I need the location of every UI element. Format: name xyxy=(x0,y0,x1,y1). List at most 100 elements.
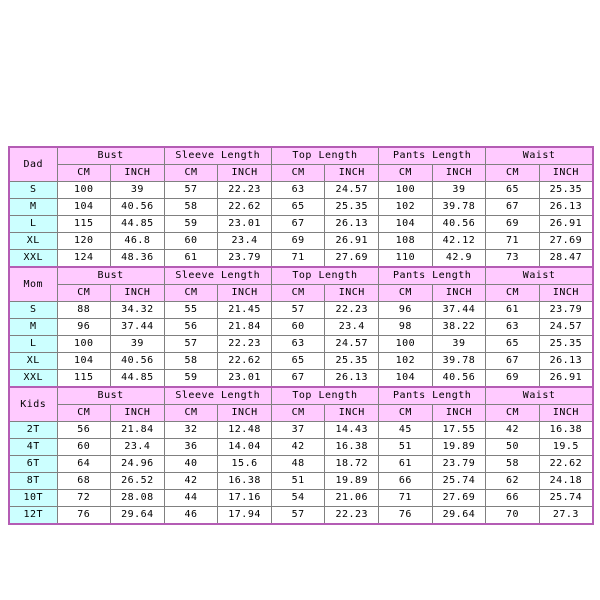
measurement-value: 23.79 xyxy=(217,249,272,268)
measurement-value: 25.35 xyxy=(324,352,380,370)
table-row: XL 120 46.8 60 23.4 69 26.91 108 42.12 71 27.69 xyxy=(8,232,594,250)
measurement-value: 65 xyxy=(270,352,326,370)
measure-group-header-pants-length: Pants Length xyxy=(378,386,487,405)
measurement-value: 36 xyxy=(163,438,219,456)
measurement-value: 104 xyxy=(56,198,112,216)
measurement-value: 18.72 xyxy=(324,455,380,473)
table-row: XXL 124 48.36 61 23.79 71 27.69 110 42.9 73 28.47 xyxy=(8,249,594,268)
measurement-value: 39.78 xyxy=(431,352,487,370)
measure-group-header-bust: Bust xyxy=(56,266,165,285)
measurement-value: 44.85 xyxy=(110,215,165,233)
unit-header-cm: CM xyxy=(485,404,540,422)
measurement-value: 100 xyxy=(56,335,112,353)
measurement-value: 24.96 xyxy=(110,455,165,473)
measurement-value: 22.23 xyxy=(217,335,272,353)
measurement-value: 51 xyxy=(270,472,326,490)
measurement-value: 100 xyxy=(378,181,433,199)
size-label-kids-4t: 4T xyxy=(8,438,58,456)
measurement-value: 27.69 xyxy=(324,249,380,268)
measurement-value: 67 xyxy=(270,215,326,233)
measurement-value: 23.01 xyxy=(217,215,272,233)
measure-group-header-pants-length: Pants Length xyxy=(378,146,487,165)
measurement-value: 57 xyxy=(270,301,326,319)
size-label-kids-8t: 8T xyxy=(8,472,58,490)
measure-group-header-bust: Bust xyxy=(56,386,165,405)
measurement-value: 21.06 xyxy=(324,489,380,507)
measurement-value: 65 xyxy=(485,181,540,199)
table-row: S 100 39 57 22.23 63 24.57 100 39 65 25.35 xyxy=(8,181,594,199)
measurement-value: 42 xyxy=(163,472,219,490)
unit-header-cm: CM xyxy=(270,164,326,182)
unit-header-cm: CM xyxy=(56,164,112,182)
measurement-value: 46.8 xyxy=(110,232,165,250)
table-row: 2T 56 21.84 32 12.48 37 14.43 45 17.55 42 16.38 xyxy=(8,421,594,439)
measurement-value: 67 xyxy=(485,352,540,370)
measurement-value: 42.9 xyxy=(431,249,487,268)
measure-group-header-top-length: Top Length xyxy=(270,146,380,165)
measurement-value: 59 xyxy=(163,215,219,233)
measurement-value: 25.35 xyxy=(538,181,594,199)
measure-group-header-pants-length: Pants Length xyxy=(378,266,487,285)
measurement-value: 40.56 xyxy=(431,369,487,388)
measurement-value: 60 xyxy=(56,438,112,456)
table-row: S 88 34.32 55 21.45 57 22.23 96 37.44 61 23.79 xyxy=(8,301,594,319)
group-label-kids: Kids xyxy=(8,386,58,422)
size-label-dad-xl: XL xyxy=(8,232,58,250)
unit-header-inch: INCH xyxy=(324,404,380,422)
group-label-dad: Dad xyxy=(8,146,58,182)
measurement-value: 63 xyxy=(270,181,326,199)
size-label-mom-xxl: XXL xyxy=(8,369,58,388)
measurement-value: 28.47 xyxy=(538,249,594,268)
measurement-value: 37.44 xyxy=(110,318,165,336)
measurement-value: 57 xyxy=(163,335,219,353)
measurement-value: 22.62 xyxy=(538,455,594,473)
measurement-value: 61 xyxy=(485,301,540,319)
table-row: M 104 40.56 58 22.62 65 25.35 102 39.78 67 26.13 xyxy=(8,198,594,216)
measurement-value: 51 xyxy=(378,438,433,456)
measurement-value: 40 xyxy=(163,455,219,473)
unit-header-cm: CM xyxy=(270,284,326,302)
measurement-value: 16.38 xyxy=(217,472,272,490)
measurement-value: 32 xyxy=(163,421,219,439)
measurement-value: 39.78 xyxy=(431,198,487,216)
measurement-value: 67 xyxy=(485,198,540,216)
measurement-value: 25.35 xyxy=(538,335,594,353)
measurement-value: 23.79 xyxy=(431,455,487,473)
measurement-value: 42 xyxy=(485,421,540,439)
measurement-value: 23.01 xyxy=(217,369,272,388)
measurement-value: 65 xyxy=(485,335,540,353)
measurement-value: 71 xyxy=(270,249,326,268)
unit-header-cm: CM xyxy=(56,284,112,302)
size-label-dad-m: M xyxy=(8,198,58,216)
measurement-value: 69 xyxy=(485,215,540,233)
measurement-value: 102 xyxy=(378,198,433,216)
measurement-value: 22.23 xyxy=(324,506,380,525)
measurement-value: 110 xyxy=(378,249,433,268)
unit-header-cm: CM xyxy=(378,284,433,302)
unit-header-inch: INCH xyxy=(538,164,594,182)
table-row: 4T 60 23.4 36 14.04 42 16.38 51 19.89 50 19.5 xyxy=(8,438,594,456)
size-chart-container: Dad Bust Sleeve Length Top Length Pants Leng… xyxy=(8,146,594,525)
measure-group-header-bust: Bust xyxy=(56,146,165,165)
measurement-value: 96 xyxy=(56,318,112,336)
measurement-value: 108 xyxy=(378,232,433,250)
measure-group-header-waist: Waist xyxy=(485,266,594,285)
measurement-value: 27.3 xyxy=(538,506,594,525)
unit-header-inch: INCH xyxy=(538,404,594,422)
measurement-value: 23.4 xyxy=(110,438,165,456)
measurement-value: 102 xyxy=(378,352,433,370)
table-row: XXL 115 44.85 59 23.01 67 26.13 104 40.56 69 26.91 xyxy=(8,369,594,388)
measurement-value: 96 xyxy=(378,301,433,319)
group-header-row-dad: Dad Bust Sleeve Length Top Length Pants Leng… xyxy=(8,146,594,182)
measurement-value: 26.91 xyxy=(538,369,594,388)
measurement-value: 39 xyxy=(431,335,487,353)
measurement-value: 25.74 xyxy=(431,472,487,490)
measurement-value: 66 xyxy=(485,489,540,507)
measurement-value: 26.91 xyxy=(324,232,380,250)
measurement-value: 58 xyxy=(485,455,540,473)
measurement-value: 14.43 xyxy=(324,421,380,439)
measurement-value: 15.6 xyxy=(217,455,272,473)
unit-header-inch: INCH xyxy=(110,284,165,302)
measurement-value: 26.91 xyxy=(538,215,594,233)
measure-group-header-sleeve-length: Sleeve Length xyxy=(163,386,272,405)
